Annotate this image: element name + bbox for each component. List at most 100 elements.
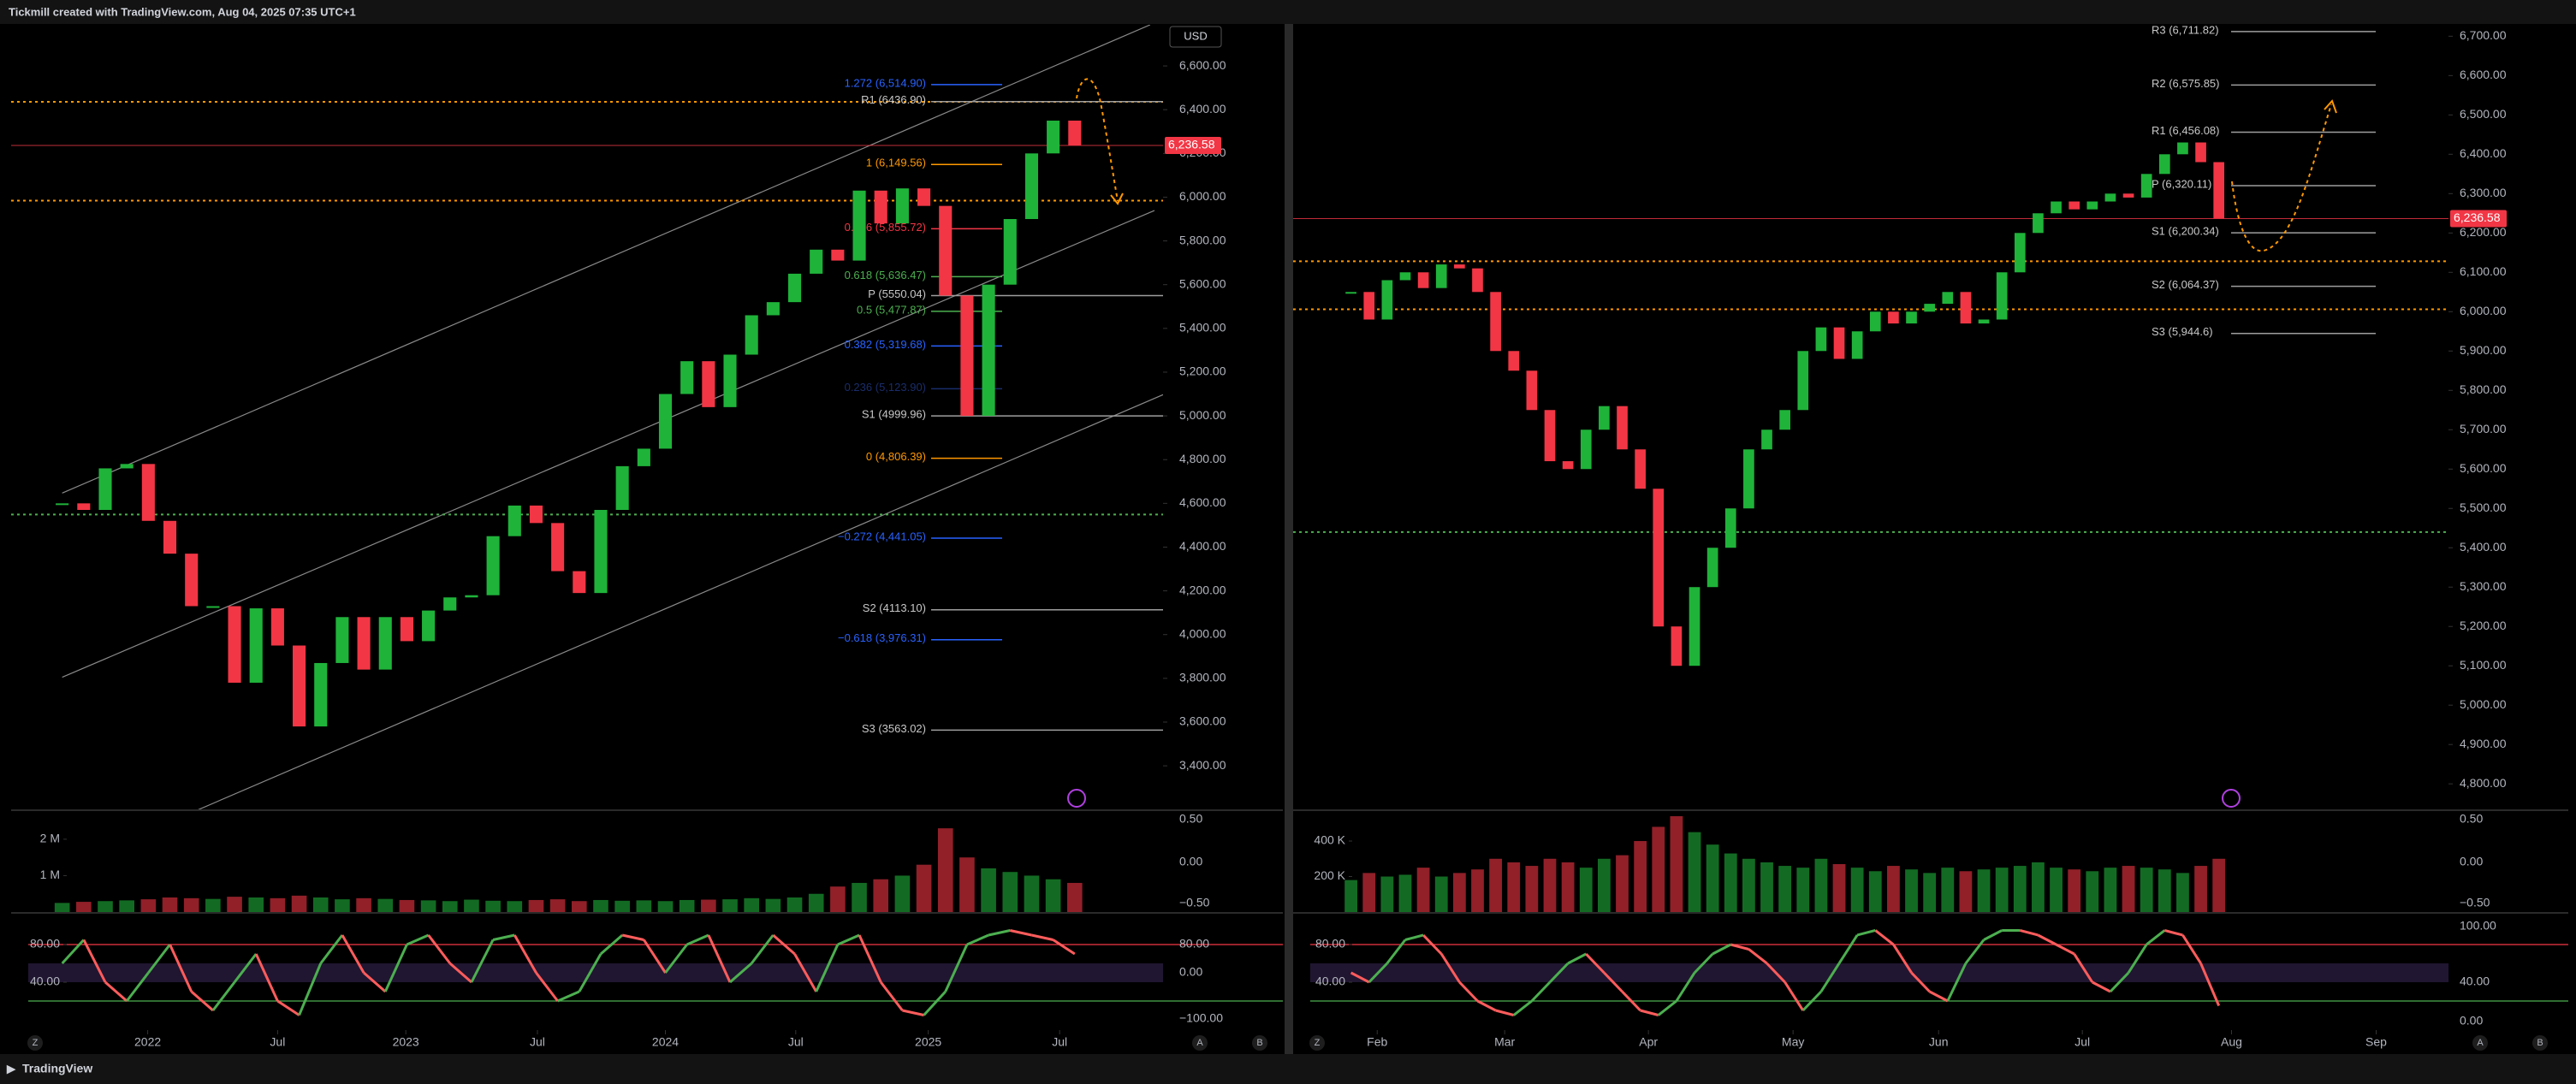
candle <box>1653 489 1665 627</box>
currency-box[interactable] <box>1169 26 1222 48</box>
osc-segment <box>1512 999 1533 1016</box>
candle <box>1869 311 1881 332</box>
osc-segment <box>470 939 495 983</box>
osc-segment <box>1837 934 1859 964</box>
scale-button-label[interactable]: B <box>1256 1038 1262 1048</box>
osc-segment <box>427 934 451 964</box>
osc-segment <box>147 944 171 974</box>
volume-bar <box>2122 866 2135 912</box>
volume-bar <box>1706 844 1719 912</box>
candle <box>77 503 91 511</box>
y-tick-label: 5,800.00 <box>1179 233 1226 246</box>
osc-segment <box>535 972 559 1002</box>
candle <box>1761 429 1772 450</box>
scale-button-label[interactable]: Z <box>1315 1038 1321 1048</box>
y-tick-label: 4,200.00 <box>1179 583 1226 596</box>
osc-segment <box>1946 963 1968 1002</box>
candle <box>2158 154 2170 175</box>
level-label: R1 (6436.90) <box>861 93 926 106</box>
candle <box>228 606 241 683</box>
scale-button[interactable] <box>1309 1035 1325 1051</box>
volume-bar <box>140 899 157 912</box>
volume-bar <box>1887 866 1900 912</box>
volume-bar <box>119 900 134 912</box>
osc-segment <box>1439 953 1461 983</box>
y-tick-label: 5,200.00 <box>2460 619 2507 632</box>
candle <box>1743 449 1754 509</box>
y-tick-label: 4,000.00 <box>1179 626 1226 640</box>
level-label: 0.618 (5,636.47) <box>845 269 926 281</box>
volume-bar <box>1670 815 1683 912</box>
osc-segment <box>2019 929 2039 937</box>
projection-arrow <box>1110 193 1124 205</box>
x-tick-label: Jul <box>1052 1035 1067 1049</box>
osc-segment <box>1983 929 2003 941</box>
candle <box>1580 429 1592 470</box>
volume-right-label: −0.50 <box>1179 896 1210 909</box>
scale-button-label[interactable]: A <box>2477 1038 2484 1048</box>
trendline <box>62 210 1155 678</box>
osc-segment <box>1910 971 1931 993</box>
osc-band <box>28 963 1163 982</box>
volume-bar <box>808 893 824 912</box>
scale-button[interactable] <box>2472 1035 2488 1051</box>
header-bar <box>0 0 2576 24</box>
volume-bar <box>1344 880 1357 912</box>
osc-segment <box>406 933 430 946</box>
volume-bar <box>1380 876 1394 912</box>
y-tick-label: 6,600.00 <box>1179 58 1226 72</box>
volume-bar <box>1959 871 1973 912</box>
osc-segment <box>1495 1009 1515 1016</box>
scale-button[interactable] <box>2532 1035 2548 1051</box>
candle <box>745 315 758 355</box>
volume-bar <box>1507 862 1521 912</box>
candle <box>1417 272 1429 288</box>
osc-segment <box>319 934 344 964</box>
volume-bar <box>830 886 846 912</box>
level-label: S2 (6,064.37) <box>2152 278 2219 291</box>
volume-bar <box>1579 868 1593 912</box>
scale-button[interactable] <box>1192 1035 1208 1051</box>
volume-bar <box>679 899 695 912</box>
volume-bar <box>2032 862 2045 912</box>
level-label: S2 (4113.10) <box>863 601 926 614</box>
x-tick-label: Sep <box>2365 1035 2387 1049</box>
scale-button-label[interactable]: A <box>1196 1038 1203 1048</box>
volume-bar <box>657 901 674 912</box>
candle <box>293 645 306 727</box>
candle <box>1797 351 1809 411</box>
footer-text: TradingView <box>22 1062 92 1075</box>
volume-bar <box>1362 873 1376 912</box>
candle <box>831 249 845 261</box>
event-icon[interactable] <box>1067 789 1086 808</box>
level-label: R3 (6,711.82) <box>2152 23 2219 36</box>
y-tick-label: 5,400.00 <box>2460 540 2507 554</box>
candle <box>1671 626 1683 666</box>
candle <box>2213 162 2225 219</box>
osc-segment <box>837 933 860 946</box>
osc-segment <box>1675 972 1696 1002</box>
candle <box>98 468 112 511</box>
event-icon[interactable] <box>2222 789 2241 808</box>
osc-segment <box>902 1009 924 1016</box>
osc-segment <box>1368 962 1388 984</box>
scale-button[interactable] <box>1252 1035 1267 1051</box>
osc-segment <box>2199 963 2221 1007</box>
scale-button-label[interactable]: B <box>2537 1038 2543 1048</box>
osc-segment <box>169 944 193 992</box>
volume-bar <box>1597 858 1611 912</box>
candle <box>1599 406 1610 430</box>
candle <box>658 394 673 449</box>
trendline <box>197 394 1163 810</box>
scale-button[interactable] <box>27 1035 43 1051</box>
x-tick-label: 2023 <box>393 1035 419 1049</box>
candle <box>1724 508 1736 548</box>
scale-button-label[interactable]: Z <box>33 1038 39 1048</box>
volume-bar <box>1634 841 1647 912</box>
volume-bar <box>1002 872 1018 912</box>
candle <box>895 188 909 224</box>
volume-bar <box>852 882 867 912</box>
candle <box>443 597 457 611</box>
projection-path <box>1076 78 1119 202</box>
osc-segment <box>1964 939 1985 964</box>
